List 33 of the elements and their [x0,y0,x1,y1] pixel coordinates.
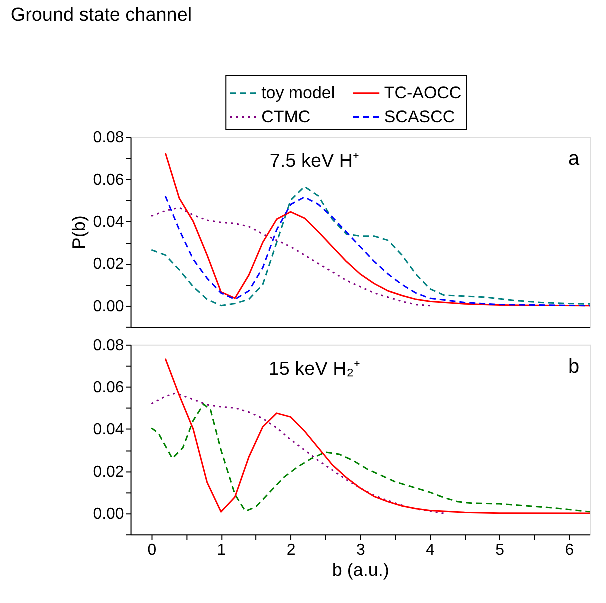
y-tick-label: 0.02 [93,256,124,274]
legend-label: toy model [262,83,336,102]
y-tick-label: 0.04 [93,422,124,439]
line-series [164,152,590,307]
line-series [150,404,590,513]
line-series [164,358,590,514]
x-tick-label: 5 [496,542,505,560]
line-series [150,207,431,307]
y-tick-label: 0.00 [93,506,124,524]
y-tick-label: 0.06 [93,380,124,397]
y-tick-label: 0.06 [93,172,124,189]
x-tick-label: 3 [356,542,366,560]
annotation: 7.5 keV H⁺ [270,151,360,172]
x-tick-label: 6 [565,542,574,560]
y-tick-label: 0.00 [93,298,124,316]
y-tick-label: 0.04 [93,214,124,232]
y-tick-label: 0.08 [93,130,124,147]
x-tick-label: 2 [286,542,296,560]
annotation: a [568,148,580,170]
x-tick-label: 1 [217,542,226,560]
legend-label: TC-AOCC [384,83,462,102]
y-tick-label: 0.02 [93,464,124,481]
annotation: b [568,356,580,378]
annotation: 15 keV H₂⁺ [268,358,360,380]
x-tick-label: 4 [426,542,436,560]
chart-title: Ground state channel [10,4,192,26]
legend-label: SCASCC [384,107,456,126]
line-series [150,392,445,514]
x-tick-label: 0 [148,542,157,560]
x-axis-title: b (a.u.) [332,560,390,580]
legend-label: CTMC [262,107,311,126]
y-axis-title: P(b) [69,216,90,250]
y-tick-label: 0.08 [93,337,124,354]
